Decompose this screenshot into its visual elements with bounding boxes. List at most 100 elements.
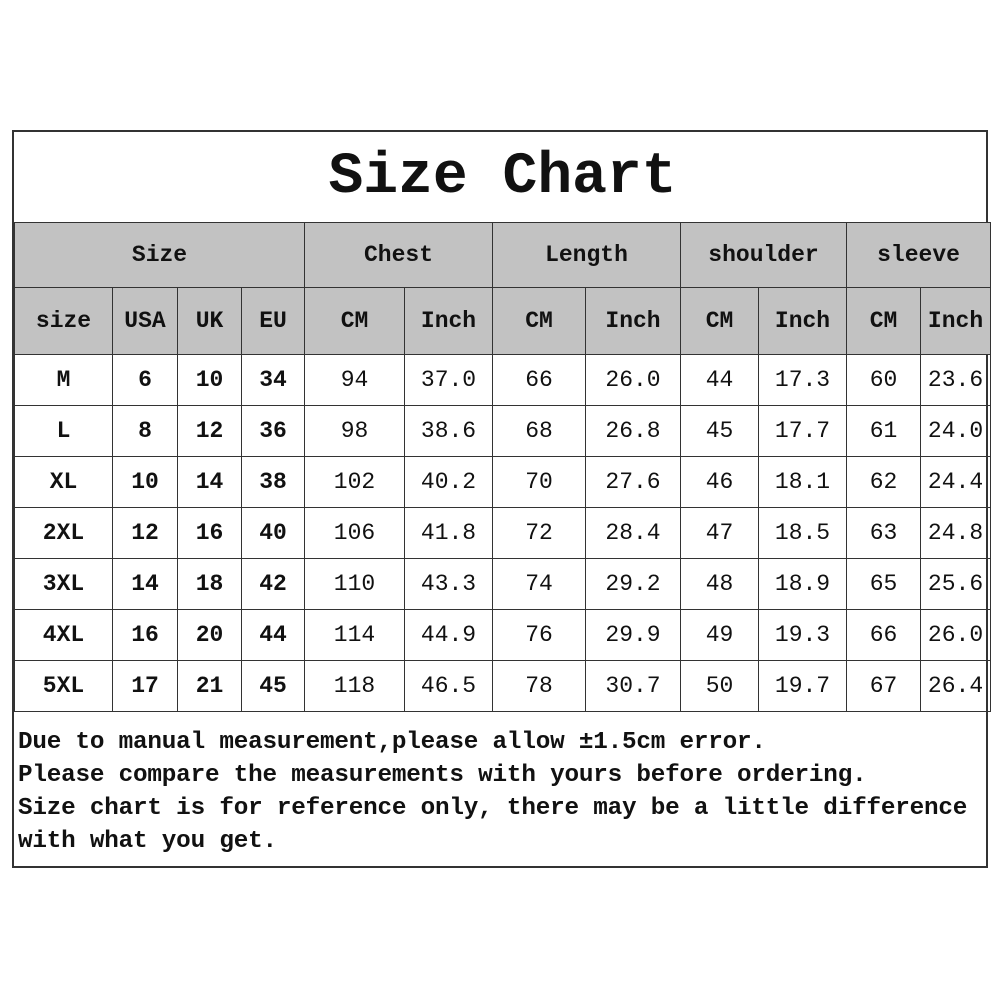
sub-header-cell: size	[14, 287, 113, 355]
size-label-cell: M	[14, 354, 113, 406]
table-cell: 44	[680, 354, 759, 406]
sub-header-cell: CM	[492, 287, 586, 355]
sub-header-cell: Inch	[404, 287, 493, 355]
table-cell: 14	[112, 558, 178, 610]
group-header-size: Size	[14, 222, 305, 288]
size-label-cell: 4XL	[14, 609, 113, 661]
table-cell: 36	[241, 405, 305, 457]
note-line: with what you get.	[18, 828, 277, 855]
group-header-length: Length	[492, 222, 681, 288]
table-cell: 65	[846, 558, 921, 610]
table-cell: 78	[492, 660, 586, 712]
table-cell: 50	[680, 660, 759, 712]
table-cell: 6	[112, 354, 178, 406]
sub-header-cell: UK	[177, 287, 242, 355]
table-cell: 98	[304, 405, 405, 457]
table-cell: 46.5	[404, 660, 493, 712]
table-cell: 12	[177, 405, 242, 457]
table-cell: 26.0	[919, 609, 992, 661]
size-label-cell: L	[14, 405, 113, 457]
notes: Due to manual measurement,please allow ±…	[14, 712, 986, 866]
size-label-cell: 3XL	[14, 558, 113, 610]
table-cell: 49	[680, 609, 759, 661]
table-cell: 45	[241, 660, 305, 712]
table-cell: 66	[492, 354, 586, 406]
table-cell: 10	[112, 456, 178, 508]
table-cell: 17	[112, 660, 178, 712]
size-table: Size Chart Size Chest Length shoulder sl…	[14, 132, 992, 712]
table-cell: 63	[846, 507, 921, 559]
sub-header-cell: CM	[846, 287, 921, 355]
note-line: Please compare the measurements with you…	[18, 762, 867, 789]
table-cell: 19.7	[758, 660, 847, 712]
table-cell: 17.7	[758, 405, 847, 457]
table-cell: 118	[304, 660, 405, 712]
table-cell: 24.0	[919, 405, 992, 457]
size-label-cell: XL	[14, 456, 113, 508]
table-cell: 25.6	[919, 558, 992, 610]
group-header-chest: Chest	[304, 222, 493, 288]
table-cell: 18.9	[758, 558, 847, 610]
table-cell: 27.6	[585, 456, 681, 508]
table-cell: 45	[680, 405, 759, 457]
sub-header-row: size USA UK EU CM Inch CM Inch CM Inch CM Inch	[14, 287, 992, 355]
table-cell: 18.5	[758, 507, 847, 559]
table-cell: 19.3	[758, 609, 847, 661]
table-cell: 26.4	[919, 660, 992, 712]
table-cell: 40.2	[404, 456, 493, 508]
table-row: M 6 10 34 94 37.0 66 26.0 44 17.3 60 23.6	[14, 354, 992, 406]
table-cell: 28.4	[585, 507, 681, 559]
table-cell: 20	[177, 609, 242, 661]
table-cell: 16	[112, 609, 178, 661]
table-cell: 66	[846, 609, 921, 661]
table-row: 5XL 17 21 45 118 46.5 78 30.7 50 19.7 67 26.4	[14, 660, 992, 712]
table-cell: 40	[241, 507, 305, 559]
table-cell: 61	[846, 405, 921, 457]
table-cell: 14	[177, 456, 242, 508]
table-row: XL 10 14 38 102 40.2 70 27.6 46 18.1 62 24.4	[14, 456, 992, 508]
table-cell: 48	[680, 558, 759, 610]
group-header-shoulder: shoulder	[680, 222, 847, 288]
table-cell: 114	[304, 609, 405, 661]
table-cell: 41.8	[404, 507, 493, 559]
table-cell: 18.1	[758, 456, 847, 508]
table-cell: 38.6	[404, 405, 493, 457]
table-cell: 18	[177, 558, 242, 610]
table-cell: 26.8	[585, 405, 681, 457]
table-cell: 70	[492, 456, 586, 508]
sub-header-cell: EU	[241, 287, 305, 355]
table-row: L 8 12 36 98 38.6 68 26.8 45 17.7 61 24.0	[14, 405, 992, 457]
group-header-sleeve: sleeve	[845, 222, 992, 288]
size-label-cell: 5XL	[14, 660, 113, 712]
table-cell: 16	[177, 507, 242, 559]
table-cell: 30.7	[585, 660, 681, 712]
sub-header-cell: CM	[304, 287, 405, 355]
table-cell: 21	[177, 660, 242, 712]
table-cell: 23.6	[919, 354, 992, 406]
size-label-cell: 2XL	[14, 507, 113, 559]
table-cell: 43.3	[404, 558, 493, 610]
table-cell: 110	[304, 558, 405, 610]
table-cell: 34	[241, 354, 305, 406]
table-cell: 94	[304, 354, 405, 406]
table-cell: 46	[680, 456, 759, 508]
table-cell: 17.3	[758, 354, 847, 406]
table-cell: 42	[241, 558, 305, 610]
table-cell: 68	[492, 405, 586, 457]
table-cell: 24.8	[919, 507, 992, 559]
table-cell: 67	[846, 660, 921, 712]
table-cell: 62	[846, 456, 921, 508]
table-row: 3XL 14 18 42 110 43.3 74 29.2 48 18.9 65 25.6	[14, 558, 992, 610]
table-cell: 29.9	[585, 609, 681, 661]
note-line: Due to manual measurement,please allow ±…	[18, 729, 766, 756]
table-cell: 44.9	[404, 609, 493, 661]
table-cell: 26.0	[585, 354, 681, 406]
table-cell: 102	[304, 456, 405, 508]
table-cell: 38	[241, 456, 305, 508]
table-cell: 76	[492, 609, 586, 661]
sub-header-cell: Inch	[758, 287, 847, 355]
sub-header-cell: USA	[112, 287, 178, 355]
chart-title: Size Chart	[14, 132, 991, 223]
table-cell: 44	[241, 609, 305, 661]
sub-header-cell: Inch	[919, 287, 992, 355]
